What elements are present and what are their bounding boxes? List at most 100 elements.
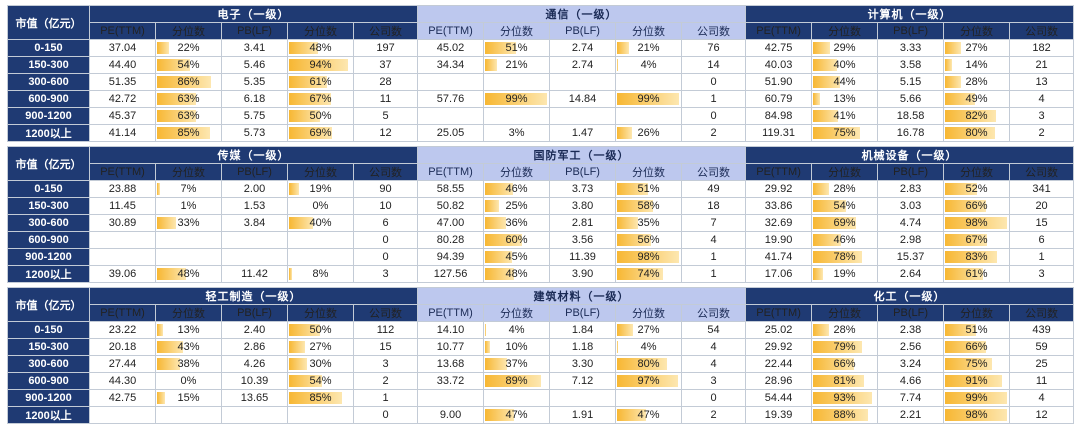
percentile-bar xyxy=(813,93,820,105)
pb-percentile-cell: 0% xyxy=(287,197,354,215)
percentile-value: 8% xyxy=(312,268,329,280)
pb-lf-cell: 3.33 xyxy=(877,39,945,57)
pe-percentile-cell: 40% xyxy=(811,56,879,74)
market-cap-bucket: 150-300 xyxy=(7,56,90,74)
percentile-bar xyxy=(157,76,211,88)
percentile-bar xyxy=(157,127,211,139)
industry-header-row: 市值（亿元） 轻工制造（一级） 建筑材料（一级） 化工（一级） xyxy=(7,287,1075,322)
company-count-cell: 2 xyxy=(681,124,747,142)
percentile-value: 89% xyxy=(505,375,528,387)
percentile-bar xyxy=(617,409,646,421)
pe-percentile-cell: 3% xyxy=(483,124,551,142)
industry-name: 轻工制造（一级） xyxy=(88,287,419,305)
percentile-value: 37% xyxy=(505,358,528,370)
pe-percentile-cell: 7% xyxy=(155,180,222,198)
percentile-bar xyxy=(617,251,679,263)
metric-header: 公司数 xyxy=(681,163,747,181)
industry-name: 化工（一级） xyxy=(745,287,1075,305)
percentile-value: 67% xyxy=(965,234,988,246)
metric-header: PB(LF) xyxy=(549,304,617,322)
percentile-bar xyxy=(945,324,977,336)
pb-percentile-cell: 98% xyxy=(943,406,1011,424)
company-count-cell: 0 xyxy=(681,73,747,91)
company-count-cell: 112 xyxy=(352,321,419,339)
percentile-value: 54% xyxy=(177,59,200,71)
metric-header: 分位数 xyxy=(943,22,1011,40)
company-count-cell: 28 xyxy=(352,73,419,91)
pb-lf-cell: 2.21 xyxy=(877,406,945,424)
metric-header: 分位数 xyxy=(155,304,222,322)
pe-ttm-cell: 14.10 xyxy=(417,321,485,339)
pb-lf-cell: 2.81 xyxy=(549,214,617,232)
company-count-cell: 5 xyxy=(352,107,419,125)
percentile-value: 66% xyxy=(965,200,988,212)
percentile-value: 36% xyxy=(505,217,528,229)
pb-lf-cell: 2.40 xyxy=(221,321,288,339)
pe-percentile-cell: 33% xyxy=(155,214,222,232)
pe-ttm-cell: 30.89 xyxy=(89,214,156,232)
percentile-bar xyxy=(157,93,196,105)
percentile-value: 67% xyxy=(309,93,332,105)
pe-percentile-cell: 44% xyxy=(811,73,879,91)
pb-percentile-cell: 48% xyxy=(287,39,354,57)
pb-lf-cell: 2.74 xyxy=(549,39,617,57)
percentile-value: 48% xyxy=(309,42,332,54)
percentile-value: 85% xyxy=(177,127,200,139)
metric-header: PE(TTM) xyxy=(417,22,485,40)
pb-percentile-cell: 97% xyxy=(615,372,683,390)
pb-percentile-cell: 27% xyxy=(287,338,354,356)
percentile-bar xyxy=(813,251,862,263)
pe-percentile-cell: 46% xyxy=(811,231,879,249)
pe-percentile-cell: 63% xyxy=(155,90,222,108)
company-count-cell: 197 xyxy=(352,39,419,57)
pe-percentile-cell: 13% xyxy=(811,90,879,108)
industry-name: 机械设备（一级） xyxy=(745,146,1075,164)
pb-percentile-cell: 35% xyxy=(615,214,683,232)
pb-lf-cell xyxy=(549,73,617,91)
percentile-bar xyxy=(485,183,513,195)
company-count-cell: 76 xyxy=(681,39,747,57)
pb-lf-cell: 2.56 xyxy=(877,338,945,356)
pe-percentile-cell: 54% xyxy=(811,197,879,215)
pb-lf-cell: 2.86 xyxy=(221,338,288,356)
pb-lf-cell: 11.39 xyxy=(549,248,617,266)
pe-ttm-cell: 42.75 xyxy=(745,39,813,57)
percentile-value: 50% xyxy=(309,324,332,336)
pb-percentile-cell: 40% xyxy=(287,214,354,232)
percentile-value: 27% xyxy=(965,42,988,54)
pb-lf-cell: 4.26 xyxy=(221,355,288,373)
metric-header: PE(TTM) xyxy=(89,304,156,322)
table-row: 150-300 11.45 1% 1.53 0% 10 50.82 25% 3.80 58% 18 3… xyxy=(7,197,1075,215)
pb-percentile-cell xyxy=(615,73,683,91)
pe-percentile-cell: 37% xyxy=(483,355,551,373)
pe-ttm-cell xyxy=(417,389,485,407)
company-count-cell: 20 xyxy=(1009,197,1075,215)
table-row: 300-600 30.89 33% 3.84 40% 6 47.00 36% 2.81 35% 7 3… xyxy=(7,214,1075,232)
pb-percentile-cell: 52% xyxy=(943,180,1011,198)
pb-percentile-cell: 21% xyxy=(615,39,683,57)
pe-ttm-cell: 45.37 xyxy=(89,107,156,125)
industry-name: 电子（一级） xyxy=(88,5,419,23)
percentile-bar xyxy=(945,200,986,212)
percentile-bar xyxy=(157,358,180,370)
company-count-cell: 4 xyxy=(681,231,747,249)
percentile-bar xyxy=(945,59,953,71)
metric-header: 公司数 xyxy=(352,163,419,181)
percentile-value: 48% xyxy=(505,268,528,280)
percentile-value: 47% xyxy=(505,409,528,421)
percentile-value: 91% xyxy=(965,375,988,387)
pb-percentile-cell: 99% xyxy=(615,90,683,108)
company-count-cell: 54 xyxy=(681,321,747,339)
pb-lf-cell: 5.46 xyxy=(221,56,288,74)
pb-percentile-cell: 54% xyxy=(287,372,354,390)
table-row: 0-150 23.88 7% 2.00 19% 90 58.55 46% 3.73 51% 49 29… xyxy=(7,180,1075,198)
pb-lf-cell: 3.24 xyxy=(877,355,945,373)
company-count-cell: 0 xyxy=(681,389,747,407)
pe-percentile-cell: 38% xyxy=(155,355,222,373)
company-count-cell: 3 xyxy=(681,372,747,390)
pe-ttm-cell: 41.74 xyxy=(745,248,813,266)
company-count-cell: 439 xyxy=(1009,321,1075,339)
pb-lf-cell: 7.12 xyxy=(549,372,617,390)
percentile-bar xyxy=(617,341,618,353)
pe-ttm-cell xyxy=(89,248,156,266)
